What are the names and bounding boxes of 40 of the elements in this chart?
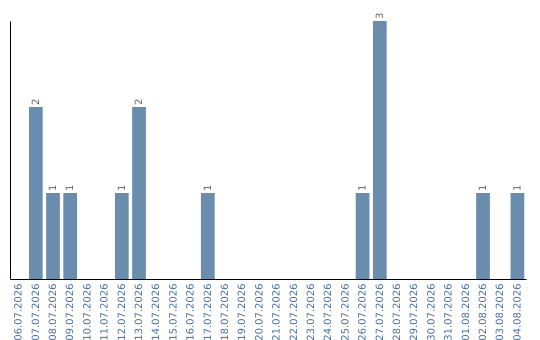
x-tick-label: 14.07.2026 [151,284,162,340]
x-tick-label: 23.07.2026 [306,284,317,340]
x-tick-label: 22.07.2026 [288,284,300,340]
x-tick-label: 20.07.2026 [254,284,266,340]
data-label: 2 [134,98,145,105]
x-tick-label: 01.08.2026 [460,284,472,340]
x-tick-label: 30.07.2026 [426,284,438,340]
x-tick-label: 13.07.2026 [134,284,145,340]
data-label: 2 [30,98,42,105]
data-label: 3 [374,12,386,19]
x-tick-label: 19.07.2026 [237,284,248,340]
x-tick-label: 31.07.2026 [444,284,455,340]
x-tick-label: 16.07.2026 [186,284,197,340]
x-tick-label: 11.07.2026 [100,284,111,340]
x-tick-label: 26.07.2026 [358,284,369,340]
x-tick-label: 21.07.2026 [272,284,283,340]
data-label: 1 [65,184,76,191]
x-tick-label: 12.07.2026 [116,284,128,340]
x-tick-label: 08.07.2026 [48,284,59,340]
x-tick-label: 10.07.2026 [82,284,94,340]
x-tick-label: 03.08.2026 [495,284,506,340]
x-tick-label: 06.07.2026 [14,284,25,340]
x-tick-label: 24.07.2026 [323,284,334,340]
data-label: 1 [48,184,59,191]
x-tick-label: 29.07.2026 [409,284,420,340]
data-label: 1 [512,184,524,191]
data-label: 1 [202,184,214,191]
x-tick-label: 25.07.2026 [340,284,352,340]
x-tick-label: 07.07.2026 [30,284,42,340]
x-tick-label: 27.07.2026 [374,284,386,340]
x-tick-label: 15.07.2026 [168,284,180,340]
x-tick-label: 02.08.2026 [478,284,489,340]
x-tick-label: 04.08.2026 [512,284,524,340]
x-tick-label: 18.07.2026 [220,284,231,340]
data-label: 1 [116,184,128,191]
x-tick-label: 09.07.2026 [65,284,76,340]
x-tick-label: 28.07.2026 [392,284,403,340]
x-tick-label: 17.07.2026 [202,284,214,340]
data-label: 1 [358,184,369,191]
data-label: 1 [478,184,489,191]
